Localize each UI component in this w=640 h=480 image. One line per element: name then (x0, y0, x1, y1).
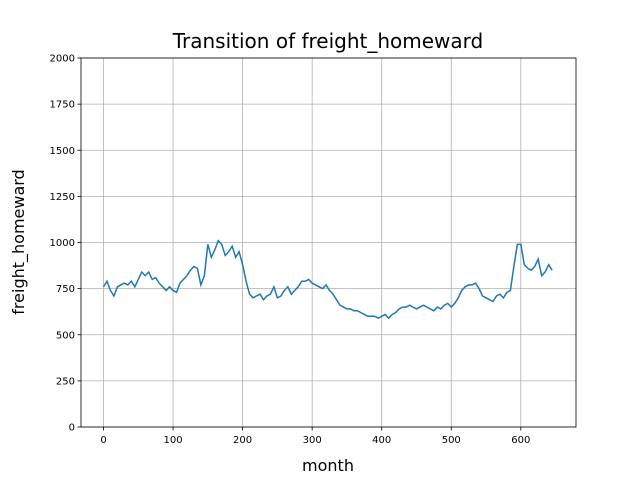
x-tick-label: 600 (511, 435, 530, 446)
x-tick-label: 400 (372, 435, 391, 446)
y-tick-label: 1000 (50, 238, 75, 249)
x-axis-label: month (302, 456, 354, 475)
plot-frame (80, 57, 577, 428)
x-tick-label: 0 (100, 435, 106, 446)
y-axis-label: freight_homeward (9, 169, 29, 314)
y-tick-label: 1500 (50, 146, 75, 157)
y-tick-label: 1750 (50, 100, 75, 111)
y-tick-label: 0 (69, 423, 75, 434)
y-tick-label: 1250 (50, 192, 75, 203)
y-tick-label: 750 (56, 284, 75, 295)
x-tick-label: 500 (442, 435, 461, 446)
y-tick-label: 2000 (50, 54, 75, 65)
x-tick-label: 200 (233, 435, 252, 446)
y-tick-label: 500 (56, 330, 75, 341)
x-tick-label: 100 (164, 435, 183, 446)
data-line (102, 239, 553, 320)
x-tick-label: 300 (303, 435, 322, 446)
chart-title: Transition of freight_homeward (172, 29, 484, 53)
y-tick-label: 250 (56, 376, 75, 387)
